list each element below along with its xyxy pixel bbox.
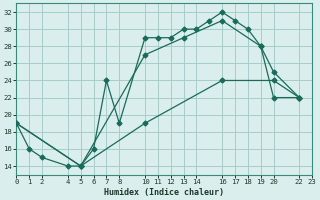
X-axis label: Humidex (Indice chaleur): Humidex (Indice chaleur) [104, 188, 224, 197]
